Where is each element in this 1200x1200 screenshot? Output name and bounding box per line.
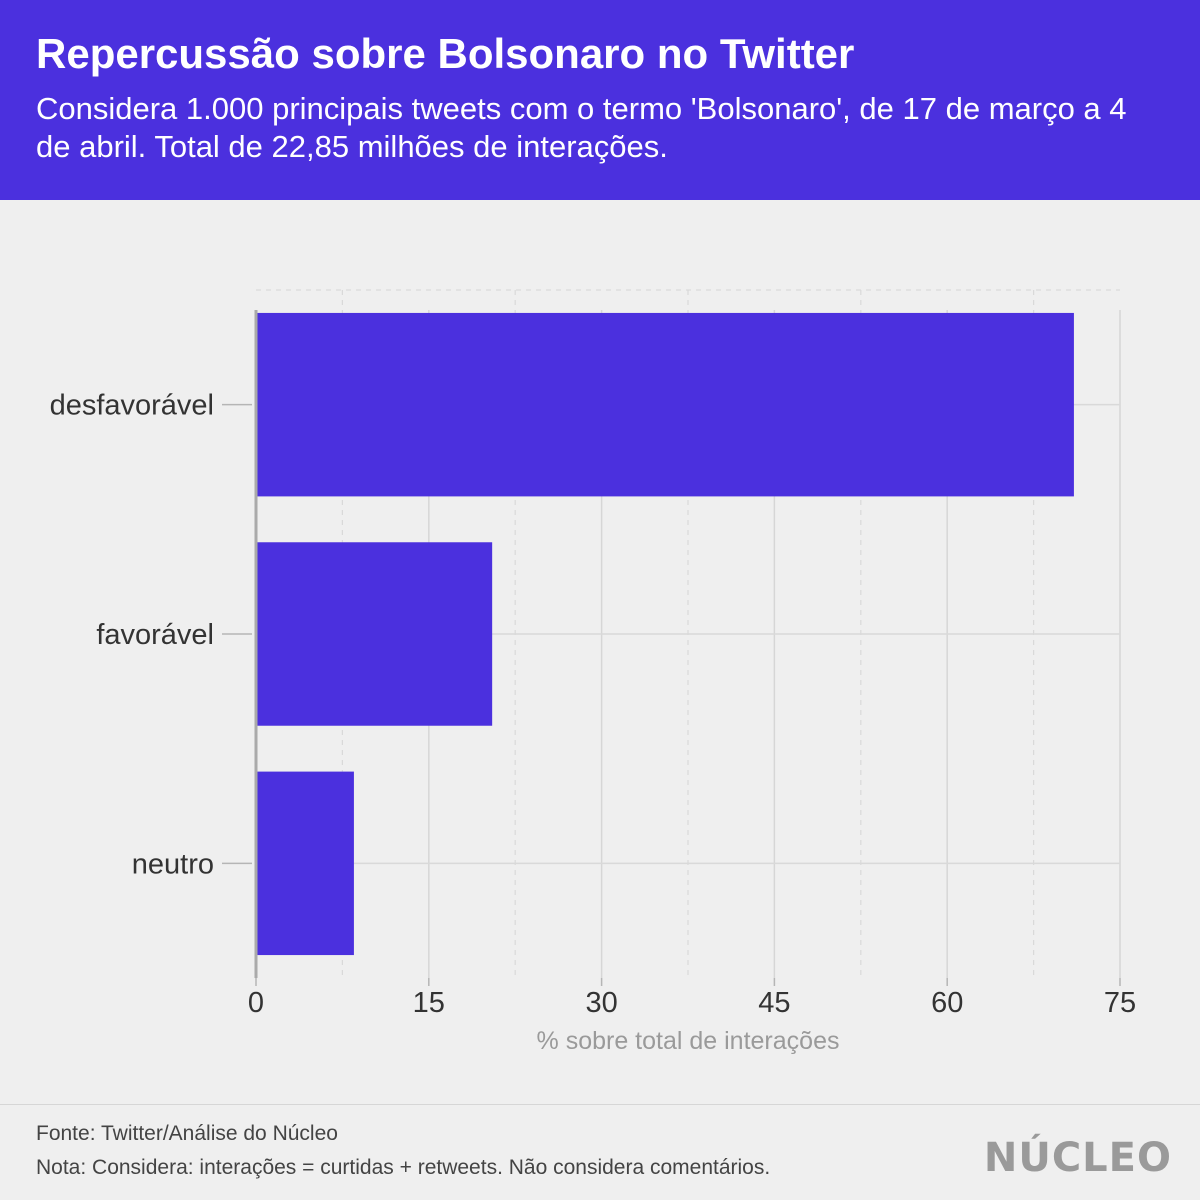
y-tick-label: neutro [132,848,214,880]
y-tick-label: desfavorável [50,390,214,422]
bar-2 [256,772,354,955]
x-tick-label: 75 [1104,987,1136,1019]
chart-title: Repercussão sobre Bolsonaro no Twitter [36,28,1164,80]
bar-0 [256,313,1074,496]
chart-footer: Fonte: Twitter/Análise do Núcleo Nota: C… [0,1104,1200,1200]
chart-subtitle: Considera 1.000 principais tweets com o … [36,90,1146,166]
x-tick-label: 30 [585,987,617,1019]
x-tick-label: 45 [758,987,790,1019]
bar-1 [256,542,492,725]
x-axis-title: % sobre total de interações [537,1027,840,1055]
bar-chart: desfavorável favorável neutro 0 15 30 45 60 75 % … [0,200,1200,1100]
chart-header: Repercussão sobre Bolsonaro no Twitter C… [0,0,1200,200]
x-tick-label: 0 [248,987,264,1019]
x-tick-label: 15 [413,987,445,1019]
y-tick-label: favorável [96,619,214,651]
x-tick-label: 60 [931,987,963,1019]
nucleo-logo: NÚCLEO [984,1135,1172,1181]
